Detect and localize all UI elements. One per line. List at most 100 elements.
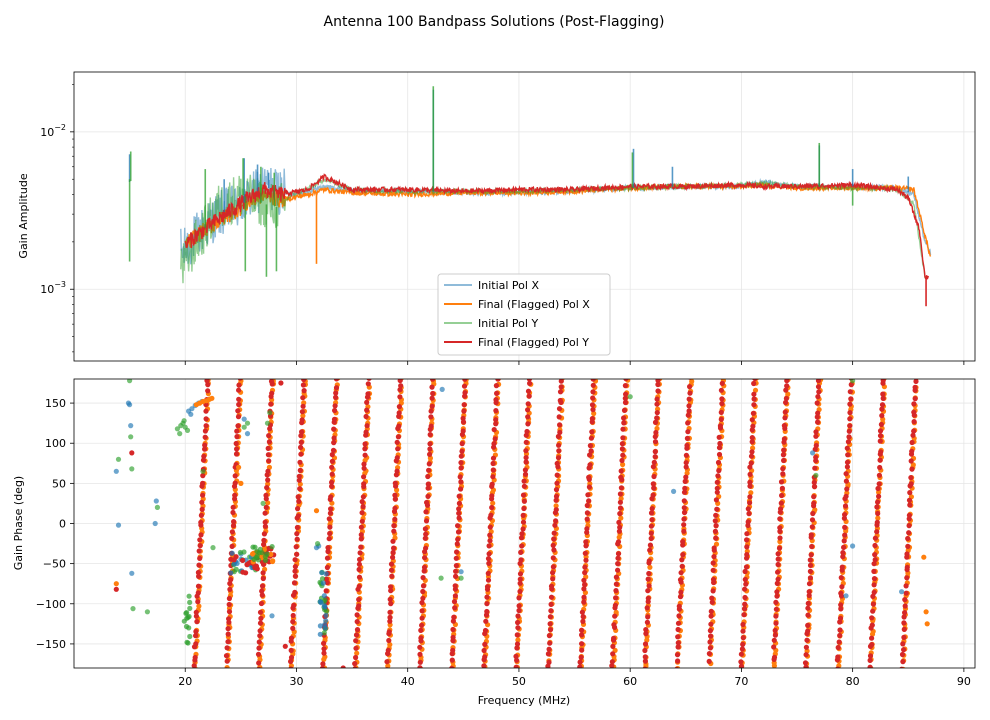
x-tick-label: 80 (846, 675, 860, 688)
phase-point (203, 423, 209, 429)
phase-point (294, 551, 300, 557)
phase-point (152, 520, 158, 527)
phase-point (548, 594, 555, 600)
phase-point (551, 547, 557, 553)
phase-point (742, 576, 748, 583)
phase-point (621, 407, 628, 413)
phase-point (620, 435, 626, 441)
phase-point (650, 492, 656, 498)
phase-point (201, 453, 207, 459)
phase-point (740, 641, 746, 648)
phase-point (292, 573, 298, 579)
phase-point (874, 519, 880, 526)
phase-point (237, 549, 243, 556)
phase-point (515, 625, 521, 631)
phase-point (392, 492, 398, 498)
phase-point (354, 650, 360, 656)
phase-point (517, 576, 523, 582)
phase-point (301, 388, 307, 394)
phase-point (815, 394, 821, 400)
phase-point (256, 639, 262, 645)
phase-point (707, 645, 714, 651)
legend-label-final-pol-y: Final (Flagged) Pol Y (478, 336, 589, 349)
phase-point (742, 568, 748, 575)
phase-point (835, 654, 841, 660)
phase-point (528, 379, 532, 380)
phase-point (552, 522, 558, 528)
phase-point (842, 532, 848, 538)
phase-point (584, 529, 590, 536)
phase-point (262, 554, 268, 560)
phase-point (426, 461, 432, 467)
phase-point (878, 421, 885, 428)
phase-point (129, 450, 135, 456)
phase-point (322, 622, 328, 628)
phase-point (487, 524, 493, 530)
phase-point (778, 506, 784, 512)
phase-point (526, 379, 532, 382)
phase-point (493, 421, 499, 427)
phase-point (901, 626, 907, 633)
phase-point (323, 588, 329, 594)
phase-point (234, 446, 240, 452)
phase-point (904, 564, 910, 570)
phase-point (645, 588, 651, 594)
phase-point (771, 654, 778, 661)
phase-point (517, 580, 523, 586)
phase-point (250, 551, 256, 557)
phase-point (810, 510, 816, 517)
phase-point (680, 552, 686, 558)
phase-point (523, 448, 529, 454)
phase-point (297, 459, 303, 465)
phase-point (719, 401, 725, 407)
phase-point (901, 614, 907, 620)
phase-point (183, 623, 190, 630)
phase-point (365, 391, 371, 397)
phase-point (454, 549, 460, 555)
phase-point (452, 593, 458, 599)
phase-point (428, 408, 434, 414)
phase-point (488, 512, 494, 518)
phase-point (610, 643, 616, 650)
phase-point (246, 560, 252, 566)
phase-point (449, 665, 455, 668)
phase-point (743, 581, 749, 587)
phase-point (847, 389, 853, 395)
phase-point (802, 660, 809, 666)
phase-point (589, 416, 596, 422)
phase-point (210, 545, 216, 551)
phase-point (773, 620, 779, 626)
phase-point (718, 416, 724, 422)
phase-point (872, 542, 878, 549)
phase-point (360, 494, 366, 500)
phase-point (838, 590, 844, 596)
phase-point (358, 536, 364, 542)
ph-y-tick-label: −50 (43, 558, 66, 571)
phase-point (811, 479, 817, 486)
phase-point (256, 645, 262, 651)
phase-point (547, 640, 553, 646)
phase-point (394, 468, 400, 474)
phase-point (835, 644, 841, 651)
phase-point (417, 644, 423, 650)
phase-point (255, 651, 262, 657)
phase-point (261, 531, 267, 537)
phase-point (486, 543, 492, 549)
phase-point (911, 401, 917, 407)
phase-point (294, 524, 300, 531)
phase-point (714, 485, 720, 491)
phase-point (187, 633, 193, 640)
phase-point (681, 505, 687, 511)
phase-point (837, 632, 843, 639)
phase-point (127, 379, 133, 384)
phase-point (803, 664, 809, 668)
phase-point (422, 535, 428, 541)
amplitude-y-ticks: 10−2 10−3 (40, 84, 74, 353)
phase-point (333, 385, 340, 391)
phase-point (333, 379, 340, 382)
phase-point (847, 423, 853, 429)
phase-point (264, 420, 271, 426)
phase-point (195, 583, 202, 589)
phase-point (911, 409, 917, 415)
phase-point (356, 583, 362, 590)
